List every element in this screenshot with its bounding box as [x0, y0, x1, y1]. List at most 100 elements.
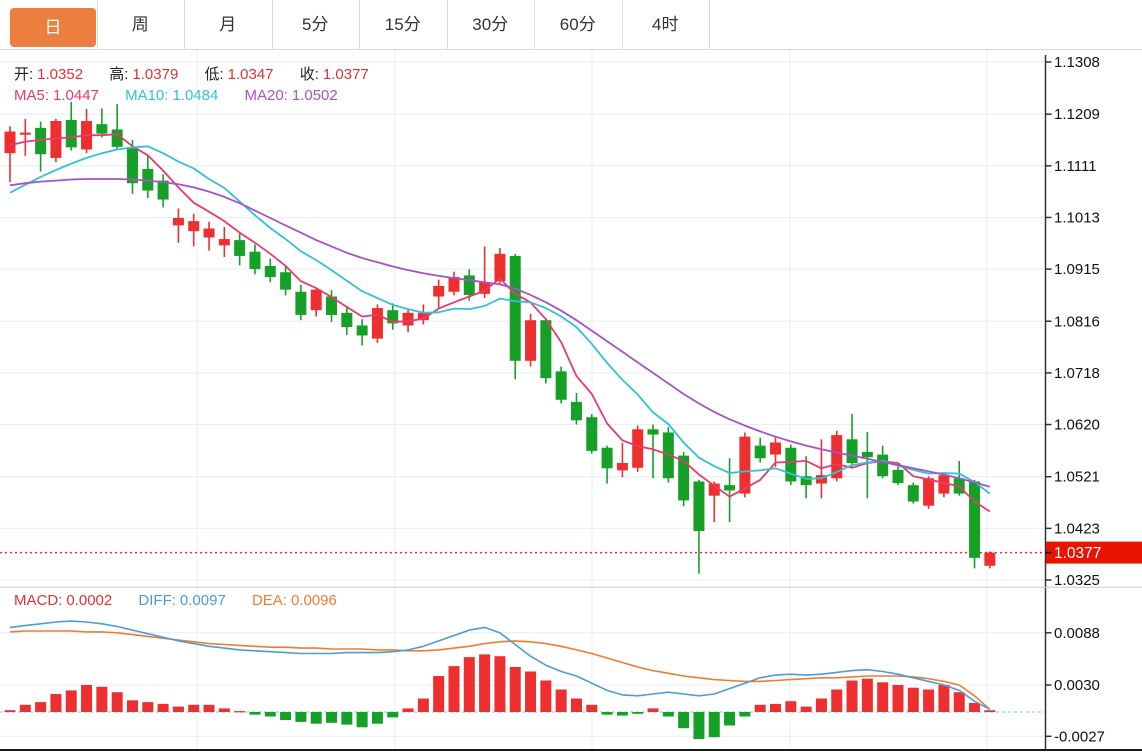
ma10-line — [9, 145, 991, 495]
ma5-line — [9, 133, 991, 513]
candle-body — [494, 253, 506, 282]
candle-body — [479, 282, 491, 294]
candle-body — [463, 275, 475, 295]
dea-label: DEA: — [251, 592, 287, 609]
macd-hist-bar — [96, 686, 108, 712]
candle-body — [678, 455, 690, 501]
price-tick-label: 1.0325 — [1054, 572, 1100, 588]
macd-hist-bar — [586, 704, 598, 712]
macd-hist-bar — [708, 712, 720, 738]
macd-hist-bar — [647, 708, 659, 712]
candle-body — [65, 119, 77, 148]
macd-label: MACD: — [14, 592, 63, 609]
macd-hist-bar — [953, 692, 965, 712]
macd-hist-bar — [570, 698, 582, 712]
ohlc-legend: 开: 1.0352 高: 1.0379 低: 1.0347 收: 1.0377 — [14, 63, 373, 84]
tab-月[interactable]: 月 — [219, 15, 237, 34]
tab-15分[interactable]: 15分 — [384, 15, 421, 34]
macd-hist-bar — [4, 710, 16, 712]
candle-body — [264, 265, 276, 277]
price-tick-label: 1.0915 — [1054, 261, 1100, 278]
tab-separator — [709, 0, 710, 49]
price-tick-label: 1.1013 — [1054, 209, 1100, 226]
candle-body — [218, 239, 230, 246]
candle-body — [4, 131, 16, 154]
tab-日[interactable]: 日 — [10, 8, 96, 47]
diff-line — [9, 620, 991, 711]
candle-body — [341, 312, 353, 328]
macd-hist-bar — [35, 702, 47, 712]
macd-hist-bar — [157, 703, 169, 712]
price-tick-label: 1.0620 — [1054, 417, 1100, 434]
macd-hist-bar — [188, 704, 200, 712]
macd-hist-bar — [815, 698, 827, 712]
macd-hist-bar — [540, 680, 552, 712]
candle-body — [35, 127, 47, 155]
candle-body — [356, 325, 368, 336]
macd-hist-bar — [525, 671, 537, 712]
candle-body — [402, 312, 414, 326]
candle-body — [126, 147, 138, 184]
macd-hist-bar — [142, 702, 154, 712]
macd-hist-bar — [892, 685, 904, 712]
candle-body — [157, 180, 169, 200]
ma20-value: 1.0502 — [291, 87, 338, 104]
macd-hist-bar — [402, 708, 414, 712]
tab-周[interactable]: 周 — [131, 15, 149, 34]
macd-hist-bar — [218, 708, 230, 712]
macd-hist-bar — [310, 712, 322, 724]
candle-body — [280, 272, 292, 290]
candle-body — [19, 132, 31, 135]
candle-body — [555, 371, 567, 400]
close-label: 收: — [299, 66, 319, 83]
macd-hist-bar — [601, 712, 613, 715]
candle-body — [877, 454, 889, 477]
macd-hist-bar — [907, 687, 919, 712]
candle-body — [203, 228, 215, 238]
candle-body — [525, 320, 537, 361]
macd-hist-bar — [724, 712, 736, 726]
candle-body — [50, 121, 62, 158]
diff-value: 0.0097 — [179, 592, 226, 609]
candle-body — [433, 285, 445, 297]
candle-body — [984, 552, 996, 566]
macd-hist-bar — [111, 692, 123, 712]
tab-separator — [271, 0, 273, 49]
macd-hist-bar — [356, 712, 368, 728]
macd-hist-bar — [295, 712, 307, 722]
tab-60分[interactable]: 60分 — [559, 15, 596, 34]
macd-hist-bar — [479, 654, 491, 712]
candle-body — [770, 442, 781, 455]
candle-body — [693, 481, 705, 531]
macd-hist-bar — [19, 704, 31, 712]
macd-hist-bar — [831, 689, 843, 712]
macd-hist-bar — [249, 712, 261, 715]
diff-label: DIFF: — [138, 592, 176, 609]
candle-body — [111, 129, 123, 147]
tab-5分[interactable]: 5分 — [302, 15, 329, 34]
macd-hist-bar — [693, 712, 705, 739]
tab-4时[interactable]: 4时 — [652, 15, 679, 34]
macd-hist-bar — [739, 712, 751, 717]
candle-body — [249, 251, 261, 270]
tab-separator — [621, 0, 623, 49]
low-value: 1.0347 — [227, 66, 274, 83]
macd-hist-bar — [984, 710, 996, 712]
candle-body — [96, 124, 108, 134]
macd-hist-bar — [923, 689, 935, 712]
macd-hist-bar — [326, 712, 338, 723]
macd-tick-label: -0.0027 — [1054, 728, 1105, 745]
candle-body — [754, 445, 766, 459]
high-label: 高: — [109, 66, 129, 83]
candle-body — [923, 478, 935, 506]
price-tick-label: 1.0521 — [1054, 469, 1100, 486]
tab-30分[interactable]: 30分 — [472, 15, 509, 34]
macd-hist-bar — [433, 676, 445, 712]
macd-hist-bar — [387, 712, 399, 718]
macd-legend: MACD: 0.0002 DIFF: 0.0097 DEA: 0.0096 — [14, 592, 341, 609]
macd-hist-bar — [65, 690, 77, 712]
macd-hist-bar — [969, 703, 981, 712]
candle-body — [647, 429, 659, 435]
tab-separator — [359, 0, 360, 49]
